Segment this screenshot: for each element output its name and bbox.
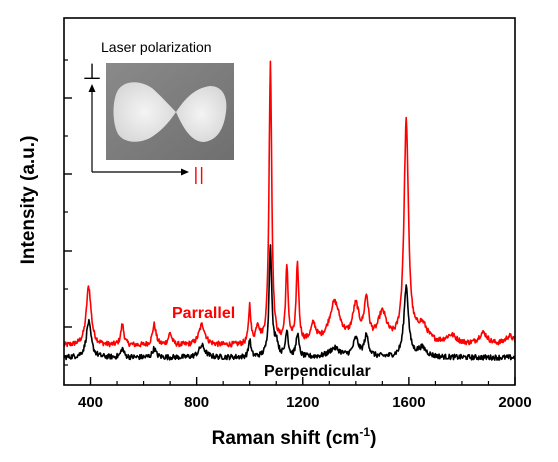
x-axis-title-close: ) <box>370 428 376 449</box>
parallel-symbol: || <box>193 165 204 185</box>
x-tick-label: 1200 <box>286 394 319 411</box>
bowtie-left-triangle <box>113 82 176 142</box>
bowtie-right-triangle <box>176 86 227 142</box>
x-axis-title: Raman shift (cm-1) <box>212 425 377 449</box>
ticks-layer: 400 800 1200 1600 2000 <box>63 59 532 411</box>
x-tick-label: 400 <box>78 394 103 411</box>
inset-vertical-arrowhead <box>88 84 96 92</box>
series-line-perpendicular <box>63 244 516 361</box>
inset-polarization: Laser polarization ⊥ || <box>82 39 234 185</box>
perpendicular-symbol: ⊥ <box>82 60 101 85</box>
x-tick-label: 2000 <box>498 394 531 411</box>
x-tick-label: 1600 <box>392 394 425 411</box>
series-label-perpendicular: Perpendicular <box>264 363 371 380</box>
series-layer <box>63 60 516 361</box>
x-axis-title-main: Raman shift (cm <box>212 428 360 449</box>
y-axis-title: Intensity (a.u.) <box>18 136 39 265</box>
x-axis-title-sup: -1 <box>359 425 370 439</box>
series-label-parrallel: Parrallel <box>172 305 235 322</box>
inset-title: Laser polarization <box>101 39 212 55</box>
plot-frame <box>63 17 516 386</box>
inset-horizontal-arrowhead <box>181 168 189 176</box>
series-line-parrallel <box>63 60 516 348</box>
x-tick-label: 800 <box>184 394 209 411</box>
